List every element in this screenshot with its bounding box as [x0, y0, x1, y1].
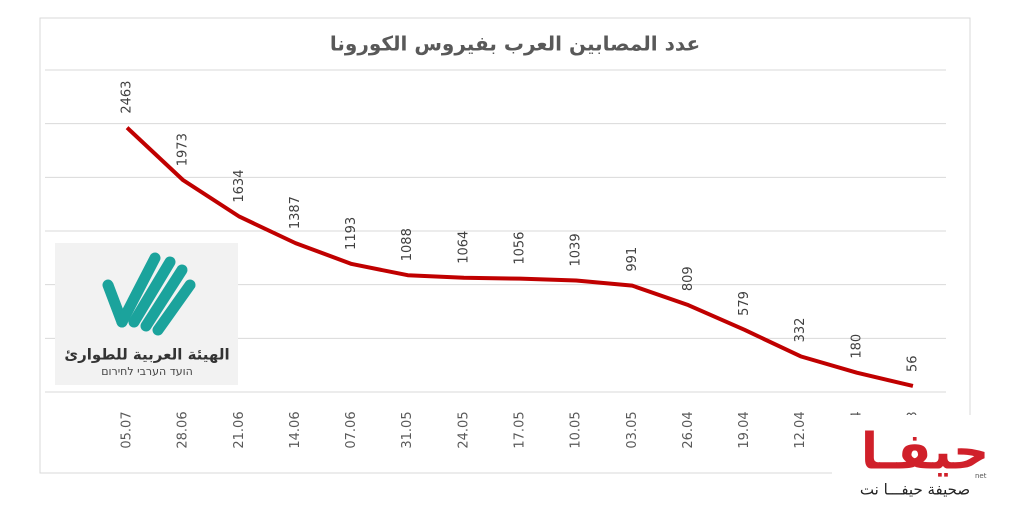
x-tick-label: 21.06: [232, 411, 247, 448]
data-label: 180: [849, 334, 864, 359]
x-tick-label: 19.04: [737, 411, 752, 448]
watermark-domain: net: [975, 472, 987, 480]
data-label: 1387: [288, 196, 303, 229]
plot-area: 05.07 28.06 21.06 14.06 07.06 31.05 24.05 17.05…: [45, 69, 946, 449]
data-label: 332: [793, 318, 808, 343]
data-line: [125, 126, 914, 388]
data-label: 1056: [513, 232, 528, 265]
chart-title: عدد المصابين العرب بفيروس الكورونا: [330, 32, 700, 56]
data-label: 579: [737, 291, 752, 316]
data-label: 809: [681, 266, 696, 291]
watermark-caption: صحيفة حيفـــا نت: [860, 481, 970, 499]
x-tick-label: 10.05: [569, 411, 584, 448]
x-tick-label: 07.06: [344, 411, 359, 448]
x-tick-label: 05.07: [120, 411, 135, 448]
x-tick-label: 17.05: [513, 411, 528, 448]
data-label: 1973: [176, 133, 191, 166]
data-label: 1088: [400, 228, 415, 261]
logo-mark: [102, 252, 196, 336]
x-tick-label: 12.04: [793, 411, 808, 448]
data-label: 56: [905, 355, 920, 372]
data-label: 1064: [456, 231, 471, 264]
logo: الهيئة العربية للطوارئ הועד הערבי לחירום: [55, 243, 238, 385]
logo-title: الهيئة العربية للطوارئ: [64, 346, 229, 364]
data-label: 1039: [569, 233, 584, 266]
watermark: حيفـا net صحيفة حيفـــا نت: [832, 415, 1022, 505]
watermark-name: حيفـا: [861, 423, 989, 481]
x-tick-label: 14.06: [288, 411, 303, 448]
data-label: 2463: [120, 81, 135, 114]
x-tick-label: 03.05: [625, 411, 640, 448]
watermark-box: [832, 415, 1022, 505]
data-label: 991: [625, 247, 640, 272]
data-label: 1193: [344, 217, 359, 250]
x-tick-label: 26.04: [681, 411, 696, 448]
x-tick-label: 28.06: [176, 411, 191, 448]
x-tick-label: 24.05: [456, 411, 471, 448]
x-tick-label: 31.05: [400, 411, 415, 448]
data-label: 1634: [232, 170, 247, 203]
logo-subtitle: הועד הערבי לחירום: [101, 365, 193, 378]
